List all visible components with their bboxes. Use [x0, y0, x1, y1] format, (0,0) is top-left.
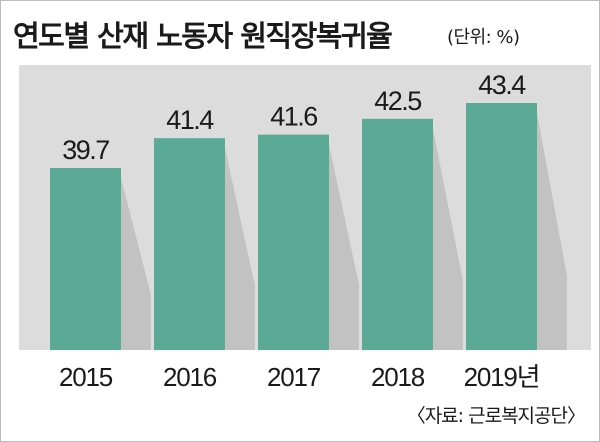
bar-shadow [225, 148, 255, 350]
bar-shadow [537, 113, 567, 350]
value-label: 42.5 [374, 86, 421, 116]
category-label: 2018 [371, 362, 425, 392]
bar-shadow [329, 144, 359, 350]
bar-2015 [50, 168, 121, 350]
source-note: 〈자료: 근로복지공단〉 [406, 405, 586, 427]
value-label: 41.4 [166, 105, 214, 135]
category-label: 2019년 [464, 362, 540, 392]
bar-2018 [362, 118, 433, 350]
bar-2019년 [466, 103, 537, 350]
unit-label: (단위: %) [447, 27, 520, 48]
value-label: 41.6 [270, 102, 317, 132]
value-label: 39.7 [62, 135, 109, 165]
category-label: 2015 [59, 362, 113, 392]
bar-shadow [121, 178, 151, 350]
bar-shadow [433, 128, 463, 350]
chart-title: 연도별 산재 노동자 원직장복귀율 [13, 19, 393, 53]
category-label: 2017 [267, 362, 321, 392]
bar-2016 [154, 138, 225, 350]
value-label: 43.4 [478, 70, 526, 100]
category-label: 2016 [163, 362, 217, 392]
bar-2017 [258, 134, 329, 350]
